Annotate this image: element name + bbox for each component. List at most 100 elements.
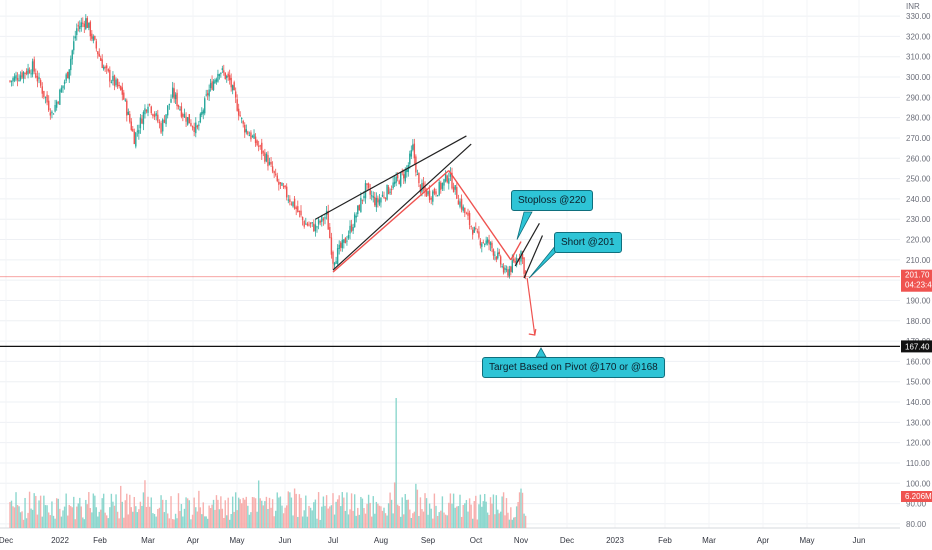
y-tick-label: 100.00 xyxy=(906,479,931,488)
volume-bar xyxy=(479,494,482,528)
candle-body xyxy=(188,114,191,124)
x-tick-label: Oct xyxy=(470,536,483,545)
candle-body xyxy=(173,88,175,99)
candle-body xyxy=(190,122,192,126)
candle-body xyxy=(244,124,246,133)
candle-body xyxy=(15,75,17,79)
candle-body xyxy=(183,113,186,118)
candle-body xyxy=(221,68,224,70)
volume-bar xyxy=(100,509,102,528)
volume-bar xyxy=(21,511,23,528)
candle-body xyxy=(433,188,436,194)
candle-body xyxy=(464,207,466,213)
candle-body xyxy=(115,79,117,86)
candle-body xyxy=(515,258,518,266)
candle-body xyxy=(472,229,474,235)
candle-body xyxy=(377,197,379,203)
volume-bar xyxy=(76,506,78,528)
volume-bar xyxy=(104,512,106,528)
volume-bar xyxy=(120,485,122,528)
candle-body xyxy=(212,81,215,91)
volume-bar xyxy=(208,505,210,528)
candle-body xyxy=(55,101,58,108)
candle-body xyxy=(267,155,269,167)
candle-body xyxy=(346,240,348,242)
x-tick-label: Dec xyxy=(560,536,574,545)
volume-bar xyxy=(52,515,55,528)
candle-body xyxy=(113,75,116,86)
candle-body xyxy=(94,36,96,40)
candle-body xyxy=(163,119,166,123)
short-annotation[interactable]: Short @201 xyxy=(554,232,622,253)
volume-bar xyxy=(448,502,450,528)
candle-body xyxy=(71,50,73,60)
candle-body xyxy=(353,214,356,228)
candle-body xyxy=(383,196,385,198)
x-tick-label: Apr xyxy=(187,536,200,545)
candle-body xyxy=(492,249,495,256)
volume-bar xyxy=(470,504,472,528)
volume-bar xyxy=(441,496,444,528)
volume-bar xyxy=(248,514,251,528)
volume-bar xyxy=(518,492,521,528)
volume-bar xyxy=(355,515,357,528)
stoploss-annotation[interactable]: Stoploss @220 xyxy=(511,190,593,211)
candle-body xyxy=(24,72,26,74)
volume-bar xyxy=(282,513,285,528)
volume-bar xyxy=(82,517,84,528)
volume-bar xyxy=(183,508,186,528)
candle-body xyxy=(372,196,374,198)
volume-bar xyxy=(275,510,277,528)
x-tick-label: Feb xyxy=(658,536,672,545)
candle-body xyxy=(494,254,496,256)
candle-body xyxy=(155,113,157,116)
candle-body xyxy=(441,182,444,189)
candle-body xyxy=(28,70,31,74)
volume-bar xyxy=(257,480,260,528)
volume-bar xyxy=(396,504,399,528)
volume-bar xyxy=(245,496,247,528)
y-tick-label: 120.00 xyxy=(906,439,931,448)
volume-bar xyxy=(51,501,53,528)
volume-bar xyxy=(80,506,82,528)
volume-bar xyxy=(41,516,43,528)
volume-bar xyxy=(44,505,47,528)
candle-body xyxy=(247,131,249,135)
volume-bar xyxy=(171,519,174,528)
candle-body xyxy=(400,172,402,187)
candle-body xyxy=(36,75,39,82)
candle-body xyxy=(133,131,135,145)
target-annotation[interactable]: Target Based on Pivot @170 or @168 xyxy=(482,357,665,378)
volume-bar xyxy=(392,513,394,528)
candle-body xyxy=(57,102,59,104)
candle-body xyxy=(116,79,119,87)
candle-body xyxy=(35,73,37,78)
volume-bar xyxy=(177,493,180,528)
volume-bar xyxy=(126,493,128,528)
volume-bar xyxy=(95,507,98,528)
volume-bar xyxy=(212,499,215,528)
volume-bar xyxy=(329,506,331,528)
candle-body xyxy=(371,195,373,197)
volume-bar xyxy=(395,398,397,528)
candle-body xyxy=(468,212,471,226)
volume-bar xyxy=(443,512,445,528)
candle-body xyxy=(478,231,480,238)
volume-bar xyxy=(421,509,423,528)
candle-body xyxy=(112,75,114,82)
volume-bar xyxy=(43,495,45,528)
candle-body xyxy=(182,114,184,117)
volume-bar xyxy=(419,497,422,528)
volume-bar xyxy=(381,510,384,528)
volume-bar xyxy=(16,505,19,528)
candle-body xyxy=(481,243,483,247)
volume-bar xyxy=(214,509,216,528)
candle-body xyxy=(392,182,394,189)
candle-body xyxy=(298,210,301,213)
volume-bar xyxy=(494,514,496,528)
candle-body xyxy=(191,126,194,128)
volume-bar xyxy=(209,508,212,528)
volume-bar xyxy=(94,495,96,528)
volume-bar xyxy=(79,497,81,528)
volume-bar xyxy=(521,492,524,528)
